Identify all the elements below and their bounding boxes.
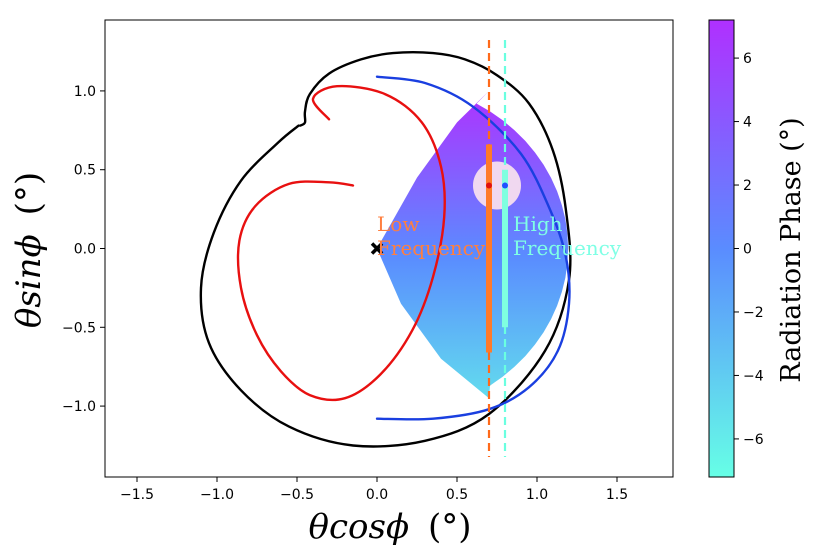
frequency-bars [486, 144, 508, 353]
y-axis-label-main: θsinϕ [9, 234, 49, 328]
colorbar [708, 19, 735, 478]
colorbar-tick-label: −4 [743, 368, 764, 384]
colorbar-tick-label: 2 [743, 178, 752, 194]
colorbar-tick-label: −6 [743, 432, 764, 448]
y-tick-label: 0.5 [74, 163, 96, 179]
series-layer [199, 51, 572, 448]
annotation-low-line: Low [377, 212, 419, 236]
x-axis-label-unit: (°) [428, 507, 472, 547]
x-tick-label: 1.0 [526, 487, 548, 503]
colorbar-tick-label: 6 [743, 51, 752, 67]
pink-circle-marker [473, 161, 521, 210]
y-tick-label: −0.5 [62, 320, 96, 336]
annotation-low: Low Frequency [377, 212, 486, 260]
annotation-high-line: High [513, 212, 563, 236]
annotation-high-line: Frequency [513, 236, 622, 260]
x-ticks: −1.5 −1.0 −0.5 0.0 0.5 1.0 1.5 [120, 477, 628, 503]
series-blue-curve [375, 75, 571, 421]
y-axis-label-unit: (°) [9, 172, 49, 216]
colorbar-ticks: −6 −4 −2 0 2 4 6 [734, 51, 764, 448]
annotation-low-line: Frequency [377, 236, 486, 260]
x-tick-label: 0.5 [446, 487, 468, 503]
y-axis-label: θsinϕ (°) [9, 172, 49, 328]
radiation-phase-wedge [377, 90, 569, 399]
y-tick-label: 1.0 [74, 84, 96, 100]
y-tick-label: −1.0 [62, 399, 96, 415]
colorbar-tick-label: 0 [743, 242, 752, 258]
series-red-curve [236, 84, 446, 402]
colorbar-label: Radiation Phase (°) [776, 117, 807, 382]
red-dot-marker [486, 182, 492, 189]
x-axis-label: θcosϕ (°) [309, 507, 472, 547]
x-axis-label-main: θcosϕ [309, 507, 410, 547]
x-tick-label: −1.0 [200, 487, 234, 503]
annotation-high: High Frequency [513, 212, 622, 260]
x-tick-label: −1.5 [120, 487, 154, 503]
colorbar-tick-label: 4 [743, 115, 752, 131]
series-black-curve [199, 51, 572, 448]
colorbar-tick-label: −2 [743, 305, 764, 321]
y-tick-label: 0.0 [74, 242, 96, 258]
x-tick-label: 0.0 [366, 487, 388, 503]
blue-dot-marker [502, 182, 508, 189]
x-tick-label: −0.5 [280, 487, 314, 503]
x-tick-label: 1.5 [606, 487, 628, 503]
y-ticks: −1.0 −0.5 0.0 0.5 1.0 [62, 84, 105, 415]
center-x-marker [370, 242, 384, 255]
